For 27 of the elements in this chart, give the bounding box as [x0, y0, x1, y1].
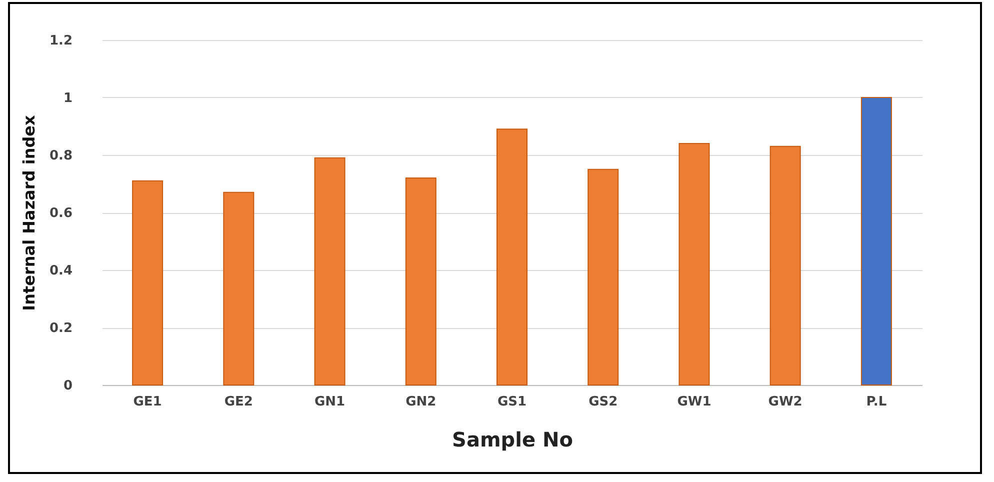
y-tick-label: 0.2: [49, 321, 72, 336]
x-tick-label: GW1: [677, 394, 712, 410]
bar: [314, 157, 346, 386]
x-tick-label: GS2: [588, 394, 618, 410]
y-tick-label: 0.6: [49, 206, 72, 221]
bar: [496, 128, 528, 386]
x-tick-label: GW2: [768, 394, 802, 410]
x-tick-label: GE1: [133, 394, 162, 410]
y-tick-label: 1.2: [49, 34, 72, 48]
y-tick-label: 0.8: [49, 148, 72, 164]
x-tick-label: P.L: [866, 394, 887, 410]
bar: [678, 143, 710, 386]
bar: [588, 168, 619, 386]
bar: [223, 192, 254, 386]
x-tick-label: GE2: [224, 394, 253, 410]
x-tick-label: GS1: [497, 394, 527, 410]
y-tick-label: 1: [63, 91, 72, 106]
bar: [132, 180, 164, 386]
y-tick-label: 0: [63, 378, 72, 394]
y-axis-title: Internal Hazard index: [19, 114, 38, 311]
x-tick-label: GN2: [406, 394, 436, 410]
bar: [770, 146, 801, 386]
x-axis-title: Sample No: [452, 428, 573, 452]
bar: [405, 178, 436, 386]
x-tick-label: GN1: [314, 394, 346, 410]
y-tick-label: 0.4: [49, 264, 72, 278]
bar: [860, 97, 892, 386]
